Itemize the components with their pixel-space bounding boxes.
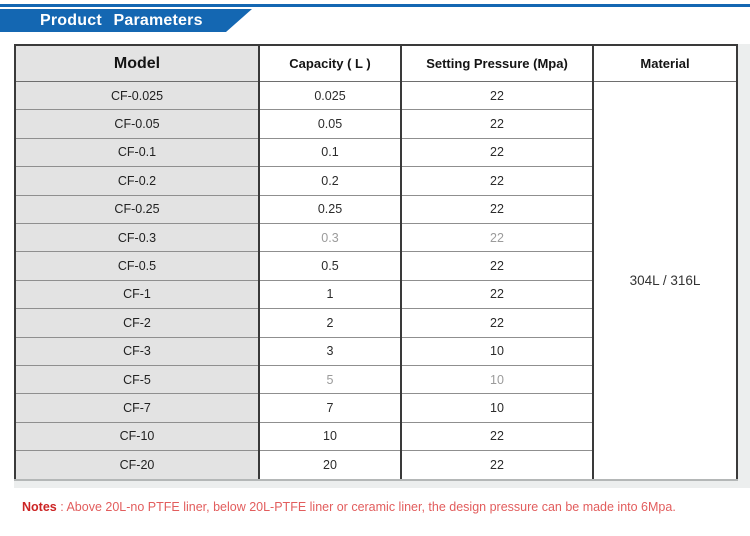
table-row: CF-0.25 0.25 22 bbox=[14, 194, 737, 224]
model-cell: CF-0.5 bbox=[14, 251, 260, 281]
capacity-cell: 0.2 bbox=[258, 166, 402, 196]
pressure-cell: 10 bbox=[400, 336, 594, 366]
model-cell: CF-0.2 bbox=[14, 166, 260, 196]
table-row: CF-0.3 0.3 22 bbox=[14, 222, 737, 253]
table-row: CF-0.1 0.1 22 bbox=[14, 137, 737, 168]
table-shadow-right bbox=[736, 44, 750, 488]
table-row: CF-1 1 22 bbox=[14, 279, 737, 310]
table-row: CF-5 5 10 bbox=[14, 364, 737, 395]
column-header-capacity: Capacity ( L ) bbox=[258, 44, 402, 82]
parameters-table-wrap: Model Capacity ( L ) Setting Pressure (M… bbox=[14, 44, 738, 482]
model-cell: CF-20 bbox=[14, 450, 260, 482]
pressure-cell: 10 bbox=[400, 364, 594, 395]
section-title: Product Parameters bbox=[40, 12, 203, 29]
capacity-cell: 0.1 bbox=[258, 137, 402, 168]
model-cell: CF-5 bbox=[14, 364, 260, 395]
capacity-cell: 1 bbox=[258, 279, 402, 310]
capacity-cell: 0.3 bbox=[258, 222, 402, 253]
pressure-cell: 22 bbox=[400, 251, 594, 281]
notes-label: Notes bbox=[22, 500, 57, 514]
header-row: Model Capacity ( L ) Setting Pressure (M… bbox=[14, 44, 738, 82]
pressure-cell: 22 bbox=[400, 308, 594, 338]
table-row: CF-2 2 22 bbox=[14, 308, 737, 338]
capacity-cell: 20 bbox=[258, 450, 402, 482]
capacity-cell: 0.5 bbox=[258, 251, 402, 281]
capacity-cell: 10 bbox=[258, 421, 402, 452]
section-banner: Product Parameters bbox=[0, 9, 252, 32]
capacity-cell: 3 bbox=[258, 336, 402, 366]
table-row: CF-7 7 10 bbox=[14, 393, 737, 423]
pressure-cell: 22 bbox=[400, 194, 594, 224]
capacity-cell: 2 bbox=[258, 308, 402, 338]
column-header-material: Material bbox=[592, 44, 738, 82]
capacity-cell: 0.025 bbox=[258, 80, 402, 111]
notes-line: Notes : Above 20L-no PTFE liner, below 2… bbox=[22, 498, 676, 516]
pressure-cell: 22 bbox=[400, 222, 594, 253]
header-accent-line bbox=[0, 4, 750, 7]
model-cell: CF-0.1 bbox=[14, 137, 260, 168]
table-row: CF-0.2 0.2 22 bbox=[14, 166, 737, 196]
column-header-setting-pressure: Setting Pressure (Mpa) bbox=[400, 44, 594, 82]
capacity-cell: 5 bbox=[258, 364, 402, 395]
model-cell: CF-1 bbox=[14, 279, 260, 310]
pressure-cell: 22 bbox=[400, 279, 594, 310]
table-row: CF-20 20 22 bbox=[14, 450, 737, 482]
capacity-cell: 0.05 bbox=[258, 109, 402, 139]
table-row: CF-0.05 0.05 22 bbox=[14, 109, 737, 139]
pressure-cell: 22 bbox=[400, 137, 594, 168]
pressure-cell: 22 bbox=[400, 450, 594, 482]
table-shadow-bottom bbox=[14, 481, 750, 488]
model-cell: CF-3 bbox=[14, 336, 260, 366]
pressure-cell: 22 bbox=[400, 109, 594, 139]
material-cell: 304L / 316L bbox=[592, 81, 738, 481]
model-cell: CF-2 bbox=[14, 308, 260, 338]
pressure-cell: 10 bbox=[400, 393, 594, 423]
pressure-cell: 22 bbox=[400, 80, 594, 111]
model-cell: CF-0.025 bbox=[14, 80, 260, 111]
notes-text: : Above 20L-no PTFE liner, below 20L-PTF… bbox=[56, 500, 676, 514]
model-cell: CF-0.25 bbox=[14, 194, 260, 224]
model-cell: CF-0.05 bbox=[14, 109, 260, 139]
table-row: CF-0.5 0.5 22 bbox=[14, 251, 737, 281]
column-header-model: Model bbox=[14, 44, 260, 82]
pressure-cell: 22 bbox=[400, 421, 594, 452]
model-cell: CF-10 bbox=[14, 421, 260, 452]
model-cell: CF-0.3 bbox=[14, 222, 260, 253]
capacity-cell: 7 bbox=[258, 393, 402, 423]
parameters-table: Model Capacity ( L ) Setting Pressure (M… bbox=[14, 44, 738, 482]
table-row: CF-0.025 0.025 22 304L / 316L bbox=[14, 80, 738, 481]
pressure-cell: 22 bbox=[400, 166, 594, 196]
capacity-cell: 0.25 bbox=[258, 194, 402, 224]
model-cell: CF-7 bbox=[14, 393, 260, 423]
